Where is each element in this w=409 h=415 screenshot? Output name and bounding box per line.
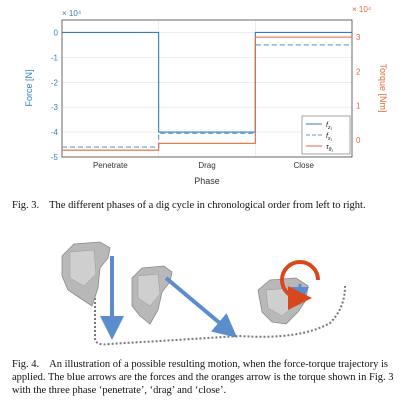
right-exponent: × 10⁴ (352, 5, 372, 14)
fig3-caption-text: The different phases of a dig cycle in c… (49, 200, 365, 211)
x-tick-label: Close (293, 161, 314, 170)
y-right-tick-label: 2 (356, 67, 361, 76)
x-tick-label: Penetrate (93, 161, 128, 170)
x-axis-label: Phase (194, 176, 220, 186)
y-left-tick-label: -3 (51, 103, 59, 112)
y-left-tick-label: -5 (51, 153, 59, 162)
x-tick-label: Drag (198, 161, 215, 170)
y-right-tick-label: 0 (356, 136, 361, 145)
chart-legend: fz₁ fx₁ τθ₁ (302, 116, 350, 154)
y-left-tick-label: -1 (51, 53, 59, 62)
fig4-caption-text: An illustration of a possible resulting … (12, 359, 394, 396)
fig4-label: Fig. 4. (12, 359, 39, 370)
y-right-tick-label: 3 (356, 33, 361, 42)
y-axis-right-label: Torque [Nm] (378, 63, 388, 112)
left-exponent: × 10⁴ (62, 9, 82, 18)
bucket-drag (132, 266, 172, 324)
fig3-label: Fig. 3. (12, 200, 39, 211)
force-arrow-drag (166, 278, 228, 330)
fig4-illustration (0, 228, 409, 348)
y-left-tick-label: -4 (51, 128, 59, 137)
fig4-caption: Fig. 4. An illustration of a possible res… (12, 358, 402, 397)
fig3-caption: Fig. 3. The different phases of a dig cyc… (12, 199, 402, 212)
y-right-tick-label: 1 (356, 102, 361, 111)
y-left-tick-label: -2 (51, 78, 59, 87)
bucket-penetrate (62, 242, 110, 306)
y-axis-left-label: Force [N] (24, 69, 34, 106)
y-left-tick-label: 0 (54, 28, 59, 37)
